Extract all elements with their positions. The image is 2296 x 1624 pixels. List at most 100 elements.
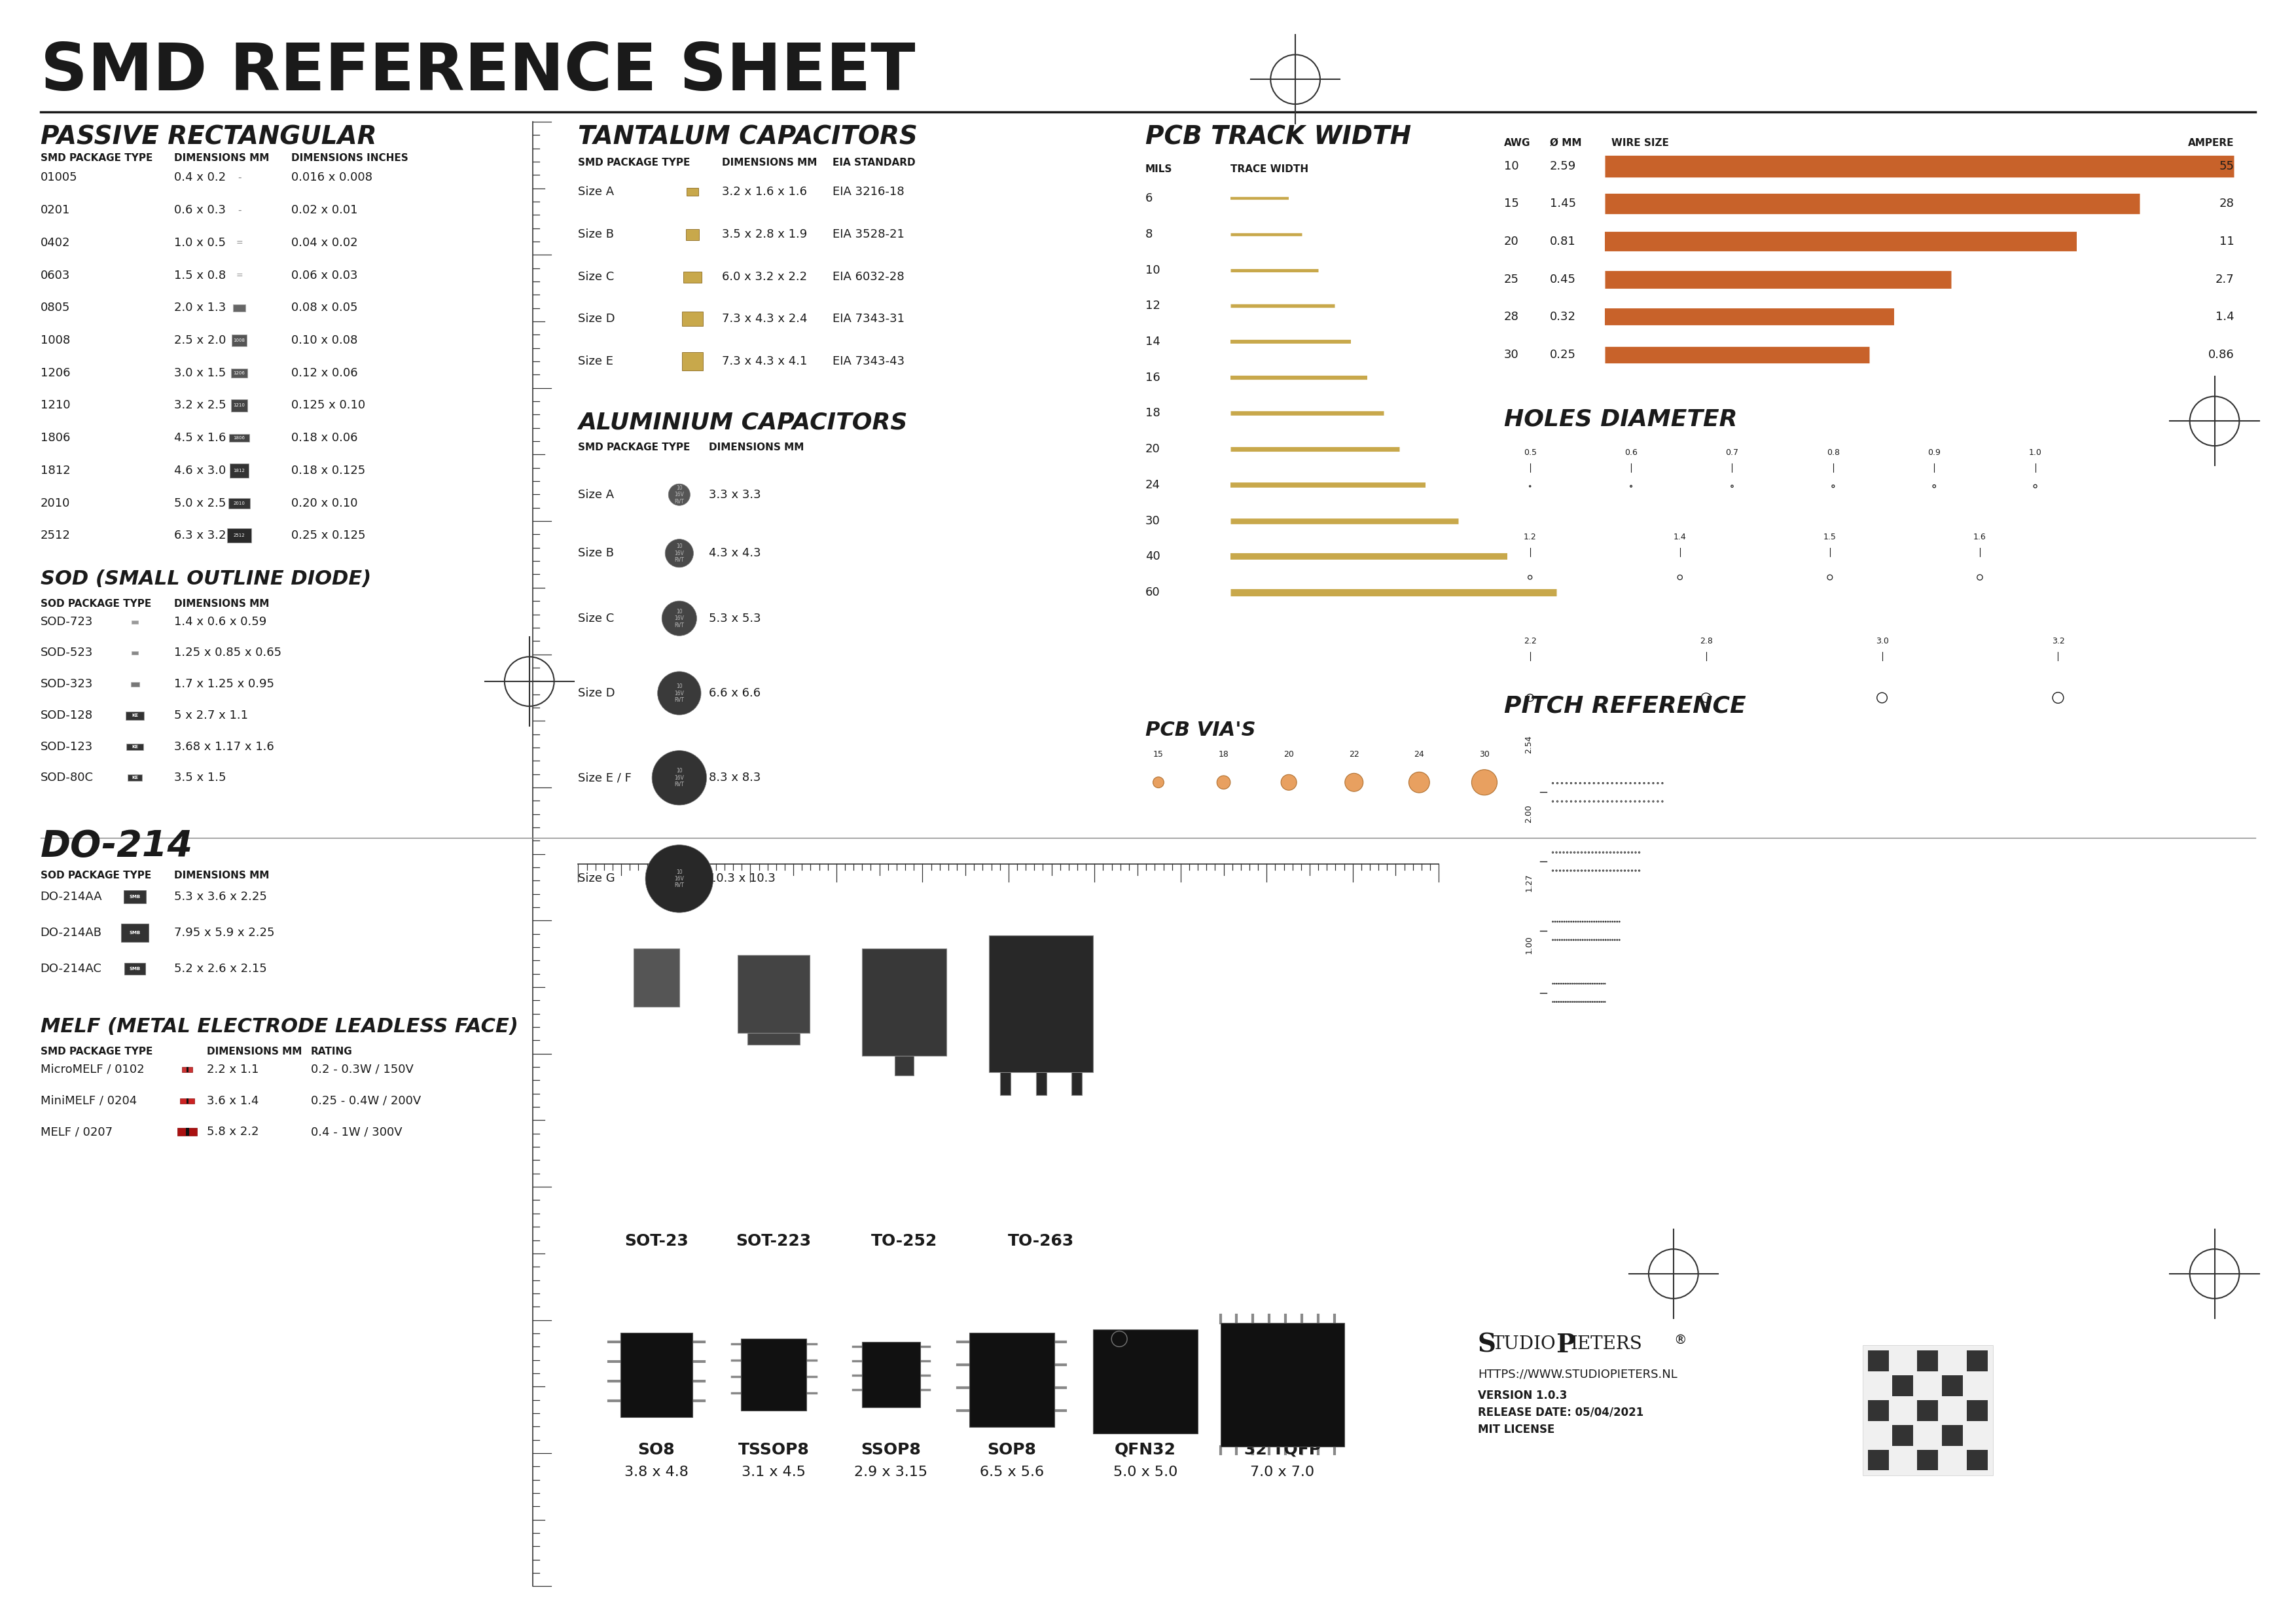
- Text: 14: 14: [1146, 336, 1159, 348]
- Text: 0.6 x 0.3: 0.6 x 0.3: [174, 205, 225, 216]
- Bar: [232, 305, 246, 312]
- Text: DO-214AB: DO-214AB: [41, 927, 101, 939]
- Text: 1206: 1206: [41, 367, 71, 378]
- Circle shape: [657, 671, 700, 715]
- Text: EIA 3528-21: EIA 3528-21: [833, 229, 905, 240]
- Text: 6.6 x 6.6: 6.6 x 6.6: [709, 687, 760, 698]
- Text: MIT LICENSE: MIT LICENSE: [1479, 1424, 1554, 1436]
- Text: 1.4: 1.4: [1674, 533, 1688, 541]
- Text: 1008: 1008: [234, 338, 246, 343]
- Circle shape: [652, 750, 707, 806]
- Text: DIMENSIONS MM: DIMENSIONS MM: [174, 870, 269, 880]
- Text: TUDIO: TUDIO: [1492, 1335, 1557, 1353]
- Text: 2010: 2010: [234, 502, 246, 505]
- Text: 10
16V
RVT: 10 16V RVT: [675, 609, 684, 628]
- Bar: [1867, 1450, 1890, 1470]
- Bar: [126, 711, 145, 719]
- Text: 1812: 1812: [234, 469, 246, 473]
- Text: Size C: Size C: [579, 612, 615, 624]
- Text: 11: 11: [2220, 235, 2234, 247]
- Text: Size C: Size C: [579, 271, 615, 283]
- Text: 18: 18: [1219, 750, 1228, 758]
- Text: 1.2: 1.2: [1525, 533, 1536, 541]
- Text: EIA 6032-28: EIA 6032-28: [833, 271, 905, 283]
- Text: 30: 30: [1146, 515, 1159, 526]
- Text: 10
16V
RVT: 10 16V RVT: [675, 768, 684, 788]
- Bar: [227, 528, 253, 542]
- Text: 3.68 x 1.17 x 1.6: 3.68 x 1.17 x 1.6: [174, 741, 273, 752]
- Text: 2.5 x 2.0: 2.5 x 2.0: [174, 335, 225, 346]
- Text: 28: 28: [1504, 312, 1520, 323]
- Bar: [1892, 1424, 1913, 1445]
- Bar: [1221, 1322, 1343, 1447]
- Text: 2.2 x 1.1: 2.2 x 1.1: [207, 1064, 259, 1075]
- Text: TO-263: TO-263: [1008, 1233, 1075, 1249]
- Text: 3.0 x 1.5: 3.0 x 1.5: [174, 367, 225, 378]
- Bar: [1072, 1072, 1081, 1095]
- Text: 2.9 x 3.15: 2.9 x 3.15: [854, 1466, 928, 1479]
- Circle shape: [1472, 770, 1497, 796]
- Text: AWG: AWG: [1504, 138, 1531, 148]
- Text: 24: 24: [1414, 750, 1424, 758]
- Bar: [1093, 1328, 1199, 1434]
- Bar: [1917, 1351, 1938, 1371]
- Text: 25: 25: [1504, 273, 1520, 286]
- Text: 1812: 1812: [41, 464, 71, 476]
- Bar: [742, 1338, 806, 1411]
- Text: MiniMELF / 0204: MiniMELF / 0204: [41, 1095, 138, 1106]
- Bar: [131, 682, 140, 687]
- Text: 2512: 2512: [41, 529, 71, 541]
- Text: 0.20 x 0.10: 0.20 x 0.10: [292, 497, 358, 508]
- Text: 1.7 x 1.25 x 0.95: 1.7 x 1.25 x 0.95: [174, 679, 273, 690]
- Text: 0.86: 0.86: [2209, 349, 2234, 361]
- Bar: [1942, 1376, 1963, 1397]
- Text: Size E / F: Size E / F: [579, 771, 631, 784]
- Text: 0.25: 0.25: [1550, 349, 1575, 361]
- Circle shape: [645, 844, 714, 913]
- Text: SMB: SMB: [129, 966, 140, 971]
- Text: TRACE WIDTH: TRACE WIDTH: [1231, 164, 1309, 174]
- Text: -: -: [236, 205, 241, 214]
- Text: P: P: [1557, 1332, 1575, 1358]
- Text: DIMENSIONS MM: DIMENSIONS MM: [174, 599, 269, 609]
- Text: 3.5 x 2.8 x 1.9: 3.5 x 2.8 x 1.9: [721, 229, 806, 240]
- Text: 0.016 x 0.008: 0.016 x 0.008: [292, 172, 372, 184]
- Bar: [895, 1056, 914, 1075]
- Text: SMD PACKAGE TYPE: SMD PACKAGE TYPE: [579, 158, 691, 167]
- Bar: [181, 1067, 193, 1072]
- Circle shape: [1345, 773, 1364, 791]
- Bar: [124, 963, 145, 974]
- Text: SMD PACKAGE TYPE: SMD PACKAGE TYPE: [579, 443, 691, 453]
- Text: SOP8: SOP8: [987, 1442, 1035, 1457]
- Bar: [687, 229, 698, 240]
- Text: Ø MM: Ø MM: [1550, 138, 1582, 148]
- Text: ALUMINIUM CAPACITORS: ALUMINIUM CAPACITORS: [579, 411, 907, 434]
- Circle shape: [661, 601, 696, 635]
- Bar: [1867, 1351, 1890, 1371]
- Text: 0.08 x 0.05: 0.08 x 0.05: [292, 302, 358, 313]
- Text: 10
16V
RVT: 10 16V RVT: [675, 869, 684, 888]
- Text: 32 TQFP: 32 TQFP: [1244, 1442, 1320, 1457]
- Text: Size D: Size D: [579, 687, 615, 698]
- Text: 1.00: 1.00: [1525, 935, 1534, 953]
- Text: PCB VIA'S: PCB VIA'S: [1146, 721, 1256, 739]
- Bar: [131, 651, 138, 654]
- Text: 0.4 x 0.2: 0.4 x 0.2: [174, 172, 225, 184]
- Text: 1.27: 1.27: [1525, 874, 1534, 892]
- Bar: [232, 400, 248, 412]
- Bar: [1917, 1450, 1938, 1470]
- Text: SOD-723: SOD-723: [41, 615, 94, 627]
- Text: 5.0 x 2.5: 5.0 x 2.5: [174, 497, 225, 508]
- Text: 55: 55: [2218, 161, 2234, 172]
- Text: 0.5: 0.5: [1525, 448, 1536, 456]
- Text: 0.04 x 0.02: 0.04 x 0.02: [292, 237, 358, 248]
- Text: 40: 40: [1146, 551, 1159, 562]
- Text: 10
16V
RVT: 10 16V RVT: [675, 684, 684, 703]
- Bar: [1892, 1376, 1913, 1397]
- Text: HTTPS://WWW.STUDIOPIETERS.NL: HTTPS://WWW.STUDIOPIETERS.NL: [1479, 1367, 1678, 1380]
- Circle shape: [668, 484, 691, 505]
- Text: SMD PACKAGE TYPE: SMD PACKAGE TYPE: [41, 153, 152, 162]
- Text: 10: 10: [1504, 161, 1518, 172]
- Text: SMD REFERENCE SHEET: SMD REFERENCE SHEET: [41, 41, 916, 104]
- Bar: [227, 499, 250, 508]
